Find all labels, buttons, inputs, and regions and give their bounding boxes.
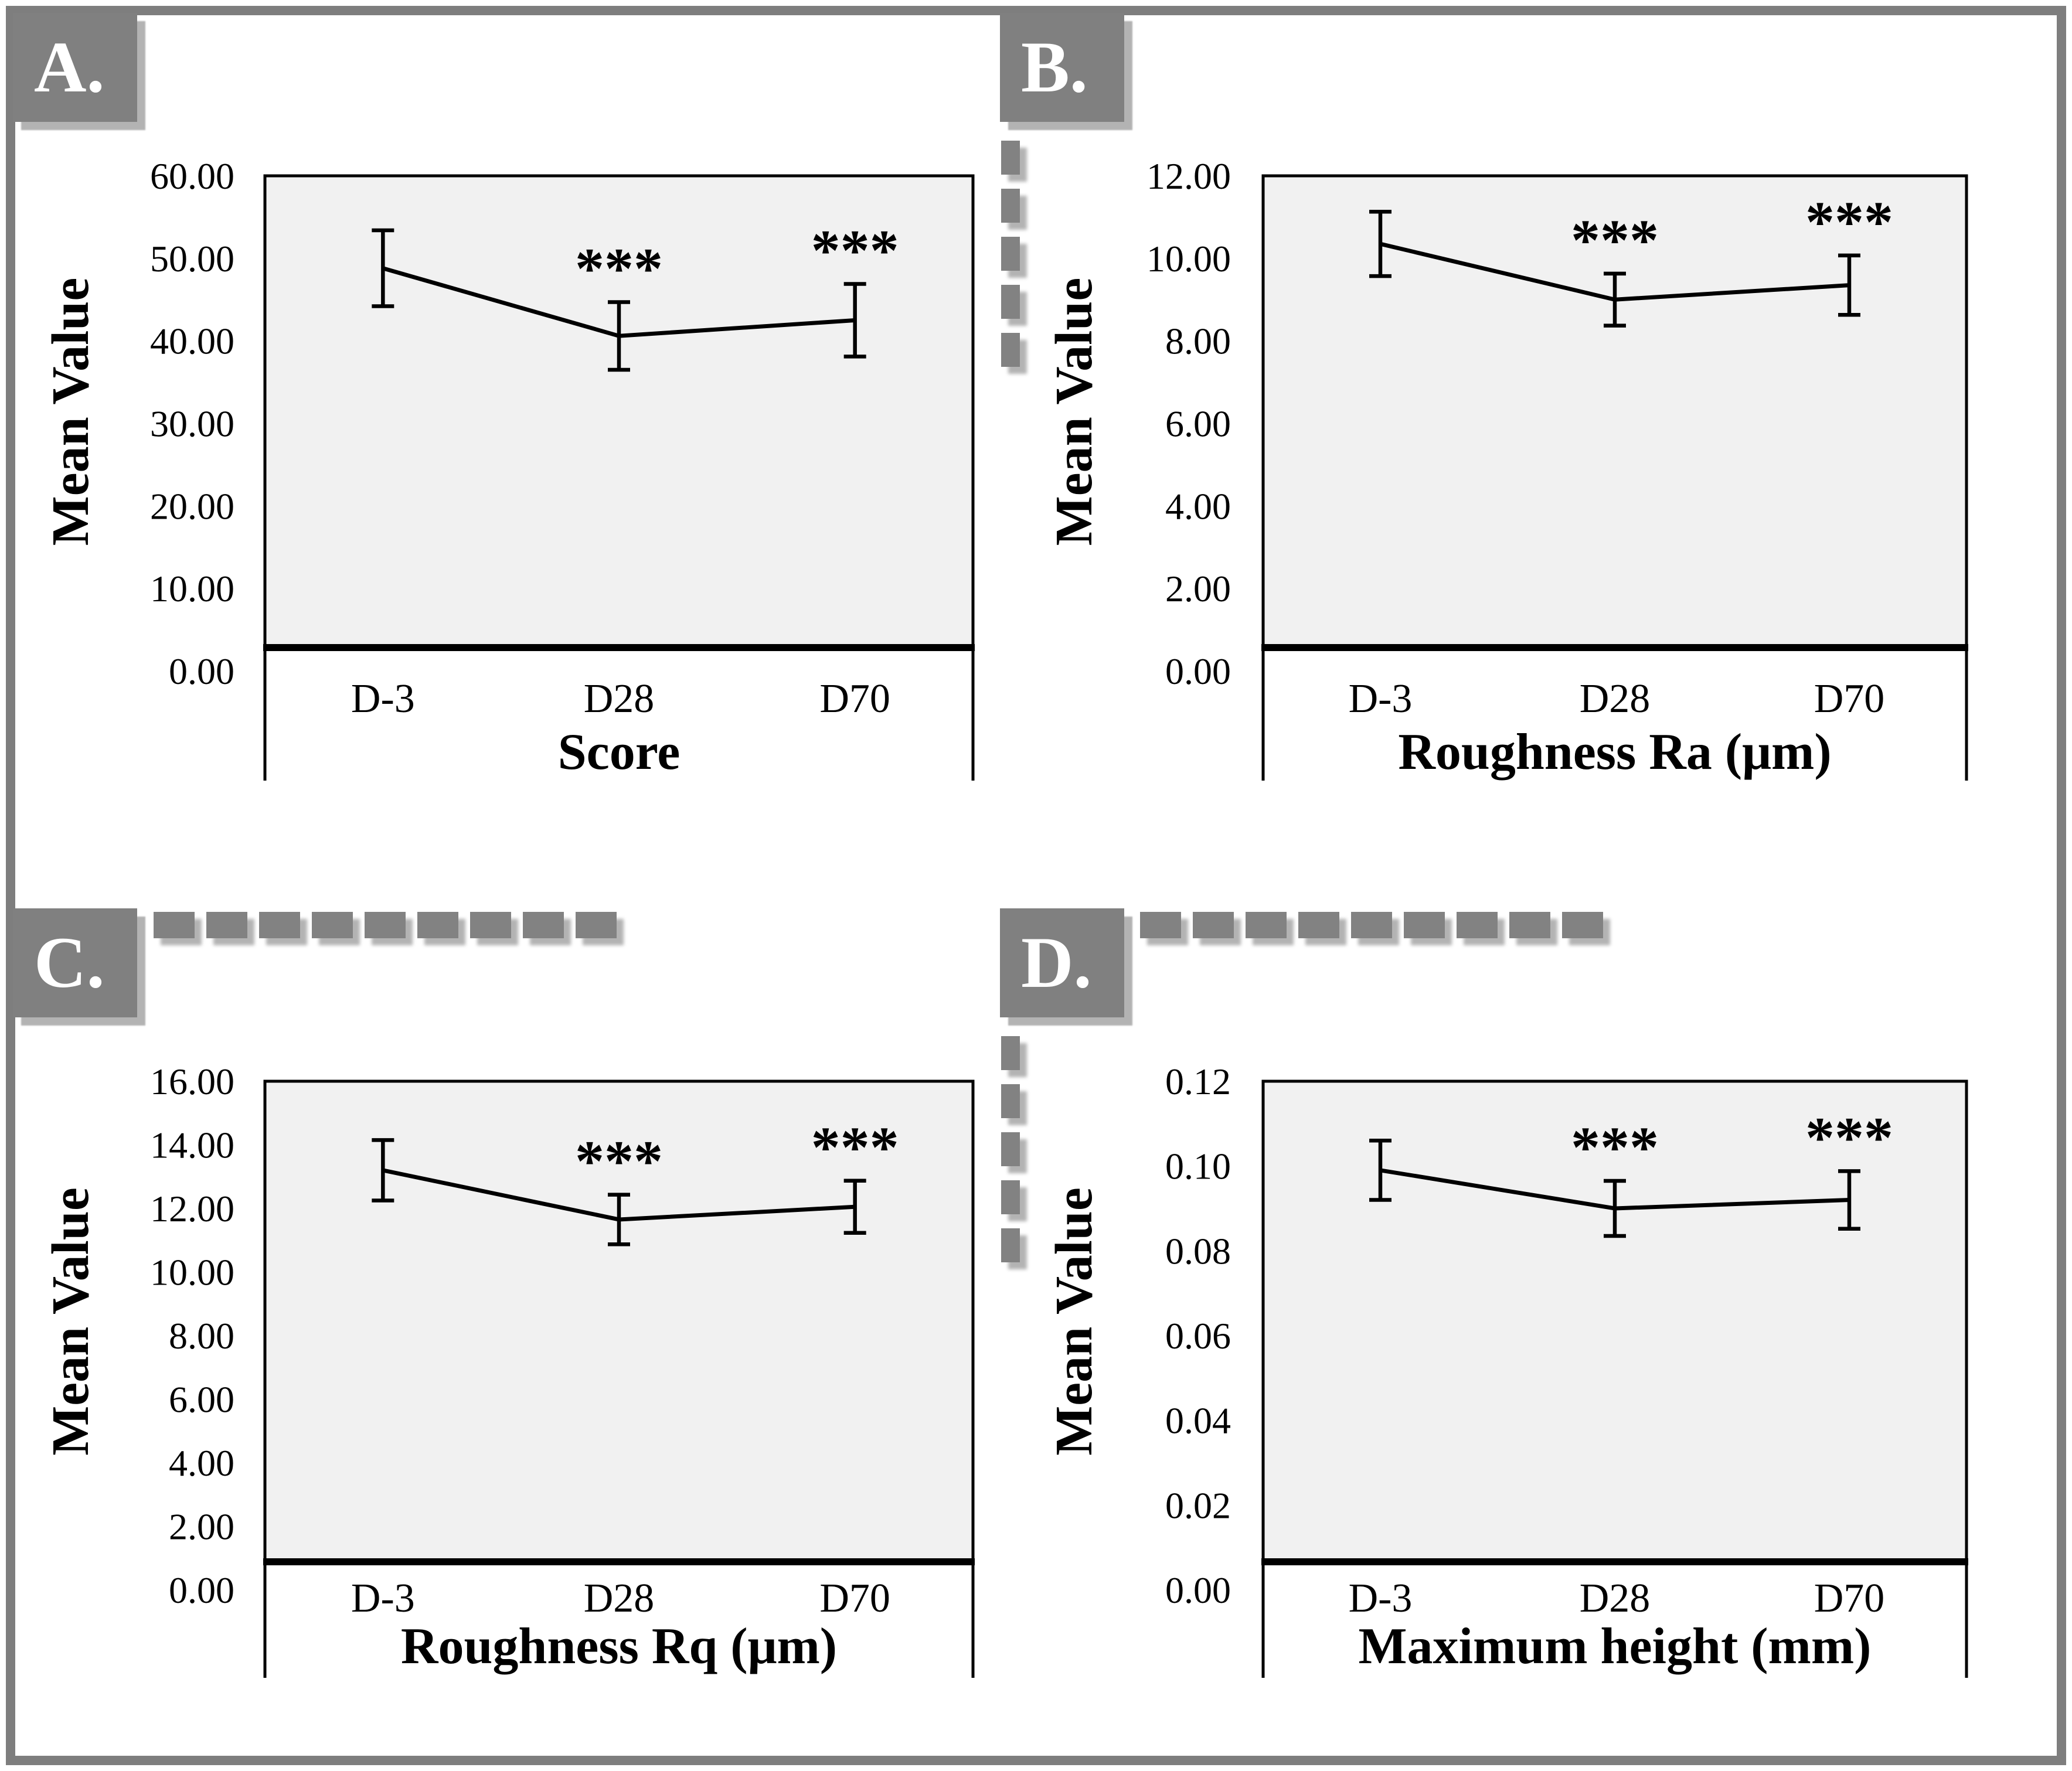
panel-label-a: A.: [34, 27, 105, 107]
significance-marks: *** ***: [1571, 189, 1893, 273]
x-category-label: D70: [1814, 676, 1885, 721]
divider-dashed-vertical-top: [1001, 141, 1020, 367]
x-category-label: D28: [584, 1576, 655, 1621]
x-axis-title: Score: [558, 724, 681, 781]
error-bars: [372, 1138, 866, 1246]
panel-c: 0.00 2.00 4.00 6.00 8.00 10.00 12.00 14.00 16.00…: [0, 886, 1036, 1771]
panel-label-box-c: C.: [13, 908, 137, 1017]
x-category-label: D-3: [1349, 676, 1413, 721]
y-tick-label: 12.00: [150, 1188, 234, 1230]
x-category-label: D-3: [351, 1576, 415, 1621]
significance-mark: ***: [1571, 1115, 1659, 1180]
x-axis-title: Roughness Ra (μm): [1398, 724, 1831, 781]
y-tick-label: 0.12: [1165, 1061, 1231, 1102]
y-tick-label: 16.00: [150, 1061, 234, 1102]
divider-dashed-horizontal-left: [154, 912, 617, 938]
y-tick-label: 50.00: [150, 238, 234, 280]
x-category-label: D-3: [1349, 1576, 1413, 1621]
divider-dashed-horizontal-right: [1140, 912, 1603, 938]
y-tick-label: 0.06: [1165, 1315, 1231, 1357]
x-category-label: D70: [1814, 1576, 1885, 1621]
significance-marks: *** ***: [1571, 1105, 1893, 1180]
y-tick-label: 0.04: [1165, 1400, 1231, 1442]
y-axis-tick-labels: 0.00 2.00 4.00 6.00 8.00 10.00 12.00 14.00 16.00: [150, 1061, 234, 1611]
significance-mark: ***: [811, 1115, 899, 1180]
y-axis-tick-labels: 0.00 0.02 0.04 0.06 0.08 0.10 0.12: [1165, 1061, 1231, 1611]
y-tick-label: 0.00: [169, 650, 234, 692]
significance-mark: ***: [575, 236, 663, 301]
significance-marks: *** ***: [575, 217, 899, 301]
x-axis-category-labels: D-3 D28 D70: [351, 676, 890, 721]
significance-mark: ***: [1571, 207, 1659, 273]
x-axis-title: Roughness Rq (μm): [401, 1618, 837, 1675]
panel-d: 0.00 0.02 0.04 0.06 0.08 0.10 0.12 *** *** D-3 D28…: [1036, 886, 2072, 1771]
y-tick-label: 6.00: [1165, 403, 1231, 445]
y-tick-label: 2.00: [1165, 568, 1231, 609]
significance-mark: ***: [575, 1129, 663, 1194]
y-tick-label: 0.00: [1165, 650, 1231, 692]
x-axis-category-labels: D-3 D28 D70: [1349, 676, 1885, 721]
y-tick-label: 0.08: [1165, 1230, 1231, 1272]
x-category-label: D70: [819, 676, 890, 721]
error-bars: [1369, 210, 1860, 328]
y-tick-label: 8.00: [169, 1315, 234, 1357]
x-axis-category-labels: D-3 D28 D70: [351, 1576, 890, 1621]
chart-maximum-height: 0.00 0.02 0.04 0.06 0.08 0.10 0.12 *** *** D-3 D28…: [1045, 1061, 1968, 1678]
x-category-label: D28: [584, 676, 655, 721]
significance-mark: ***: [1805, 1105, 1893, 1170]
panel-label-b: B.: [1021, 27, 1088, 107]
y-tick-label: 0.00: [169, 1569, 234, 1611]
y-tick-label: 0.00: [1165, 1569, 1231, 1611]
y-tick-label: 30.00: [150, 403, 234, 445]
divider-dashed-vertical-bottom: [1001, 1036, 1020, 1262]
y-tick-label: 60.00: [150, 155, 234, 197]
panel-b: 0.00 2.00 4.00 6.00 8.00 10.00 12.00 *** *** D-3 D…: [1036, 0, 2072, 886]
panel-label-c: C.: [34, 922, 105, 1003]
y-tick-label: 8.00: [1165, 321, 1231, 362]
y-tick-label: 12.00: [1146, 155, 1231, 197]
panel-a: 0.00 10.00 20.00 30.00 40.00 50.00 60.00 *** ***…: [0, 0, 1036, 886]
y-axis-title: Mean Value: [42, 278, 100, 546]
y-tick-label: 2.00: [169, 1506, 234, 1548]
panel-label-d: D.: [1021, 922, 1092, 1003]
y-tick-label: 40.00: [150, 321, 234, 362]
y-tick-label: 14.00: [150, 1125, 234, 1166]
x-axis-title: Maximum height (mm): [1359, 1618, 1872, 1675]
y-tick-label: 6.00: [169, 1379, 234, 1421]
y-tick-label: 0.10: [1165, 1146, 1231, 1187]
y-axis-tick-labels: 0.00 10.00 20.00 30.00 40.00 50.00 60.00: [150, 155, 234, 692]
y-tick-label: 10.00: [1146, 238, 1231, 280]
y-axis-title: Mean Value: [1045, 1187, 1103, 1456]
panel-label-box-b: B.: [1000, 13, 1124, 122]
y-tick-label: 0.02: [1165, 1484, 1231, 1526]
y-axis-tick-labels: 0.00 2.00 4.00 6.00 8.00 10.00 12.00: [1146, 155, 1231, 692]
y-tick-label: 10.00: [150, 568, 234, 609]
significance-mark: ***: [811, 217, 899, 282]
y-tick-label: 20.00: [150, 485, 234, 527]
y-axis-title: Mean Value: [42, 1187, 100, 1456]
y-axis-title: Mean Value: [1045, 278, 1103, 546]
y-tick-label: 4.00: [169, 1442, 234, 1484]
y-tick-label: 4.00: [1165, 485, 1231, 527]
significance-marks: *** ***: [575, 1115, 899, 1194]
panel-label-box-a: A.: [13, 13, 137, 122]
y-tick-label: 10.00: [150, 1252, 234, 1293]
panel-label-box-d: D.: [1000, 908, 1124, 1017]
x-category-label: D28: [1580, 1576, 1651, 1621]
x-axis-category-labels: D-3 D28 D70: [1349, 1576, 1885, 1621]
chart-roughness-rq: 0.00 2.00 4.00 6.00 8.00 10.00 12.00 14.00 16.00…: [42, 1061, 975, 1678]
x-category-label: D70: [819, 1576, 890, 1621]
error-bars: [372, 228, 866, 372]
error-bars: [1369, 1139, 1860, 1238]
x-category-label: D28: [1580, 676, 1651, 721]
significance-mark: ***: [1805, 189, 1893, 254]
x-category-label: D-3: [351, 676, 415, 721]
